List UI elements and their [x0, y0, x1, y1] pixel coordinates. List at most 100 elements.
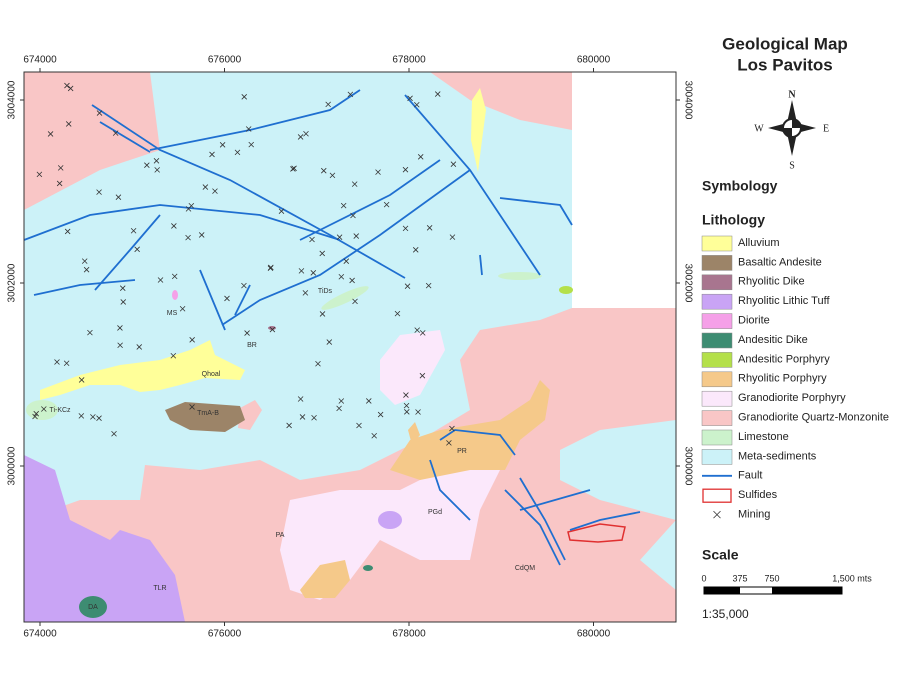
mine — [154, 167, 160, 173]
y-coord-label: 3004000 — [7, 80, 18, 119]
mine — [115, 194, 122, 200]
mine — [315, 360, 321, 367]
fault — [499, 197, 573, 226]
scale-label: 0 — [701, 573, 706, 583]
mine — [414, 327, 420, 333]
mine — [371, 432, 377, 439]
mine — [419, 330, 426, 336]
mine — [309, 236, 315, 243]
mine — [297, 396, 304, 402]
mine — [171, 223, 177, 229]
mine — [47, 131, 54, 137]
mine — [170, 352, 177, 359]
mine — [449, 425, 455, 432]
mine — [394, 310, 401, 317]
mine — [36, 171, 43, 178]
mine — [302, 290, 309, 296]
mine — [298, 268, 305, 274]
unit-label: MS — [167, 310, 178, 317]
mine — [244, 330, 250, 336]
mine — [446, 440, 452, 446]
mine — [185, 234, 191, 241]
symbology-heading: Symbology — [702, 178, 778, 194]
granodiorite-qm — [24, 308, 676, 622]
fault — [199, 269, 226, 331]
scale-segment — [704, 587, 740, 594]
alluvium — [471, 88, 486, 172]
legend-label: Fault — [738, 470, 762, 482]
mine — [179, 305, 186, 312]
mine — [310, 270, 317, 276]
granodiorite-qm — [238, 400, 262, 430]
legend-label: Alluvium — [738, 237, 780, 249]
mine — [319, 311, 326, 317]
compass-e: E — [823, 123, 829, 134]
mine — [41, 406, 47, 412]
unit-label: TLR — [153, 585, 166, 592]
fault — [519, 489, 591, 511]
compass-n: N — [788, 89, 796, 100]
mine — [349, 277, 355, 284]
title: Los Pavitos — [737, 55, 832, 74]
mine — [87, 329, 93, 336]
mine — [336, 405, 342, 412]
legend-label: Sulfides — [738, 489, 778, 501]
mine — [291, 165, 297, 172]
mine — [303, 130, 309, 137]
fault — [429, 459, 471, 521]
lithology-heading: Lithology — [702, 212, 765, 228]
mine — [415, 409, 421, 415]
mine — [171, 273, 178, 280]
mine — [366, 398, 372, 404]
mine — [419, 372, 426, 379]
mine — [96, 189, 102, 195]
mine — [269, 326, 276, 333]
y-coord-label: 3002000 — [7, 263, 18, 302]
fault — [234, 284, 251, 316]
mine — [96, 415, 102, 421]
mine — [119, 285, 126, 291]
fault — [33, 279, 136, 296]
mine — [212, 188, 218, 194]
legend-label: Rhyolitic Lithic Tuff — [738, 295, 830, 307]
legend-swatch — [701, 313, 733, 329]
coordinate-ticks: 674000 674000 676000 676000 678000 678000 6800… — [7, 55, 694, 640]
mine — [268, 264, 274, 271]
y-coord-label: 3002000 — [682, 264, 693, 303]
mine — [404, 409, 410, 415]
fault — [404, 94, 541, 276]
mine — [356, 422, 362, 429]
mine — [351, 181, 358, 187]
mine — [329, 172, 336, 179]
fault — [99, 121, 151, 153]
granodiorite-qm — [24, 72, 160, 210]
legend-swatch — [701, 235, 733, 252]
mine — [248, 141, 255, 148]
mine — [278, 208, 285, 214]
legend-swatch — [701, 255, 733, 271]
legend-label: Andesitic Dike — [738, 334, 808, 346]
mine — [241, 94, 248, 100]
mine — [450, 161, 457, 167]
mine — [57, 165, 64, 171]
mine — [343, 258, 350, 264]
mine — [402, 225, 409, 232]
legend-label: Rhyolitic Porphyry — [738, 373, 827, 385]
y-coord-label: 3000000 — [682, 447, 693, 486]
andesitic-dike — [363, 565, 373, 571]
mine — [81, 258, 88, 264]
blank-area — [572, 72, 676, 308]
scale-heading: Scale — [702, 547, 739, 563]
mine — [54, 359, 60, 365]
fault — [569, 511, 641, 531]
mine — [130, 227, 137, 234]
mine — [111, 430, 117, 437]
mine — [90, 414, 96, 420]
mine — [64, 228, 71, 235]
scale-ratio: 1:35,000 — [702, 607, 749, 621]
mine — [425, 282, 432, 289]
mining-points — [32, 82, 457, 446]
mine — [404, 283, 411, 289]
mine — [83, 266, 90, 273]
fault — [479, 254, 483, 276]
